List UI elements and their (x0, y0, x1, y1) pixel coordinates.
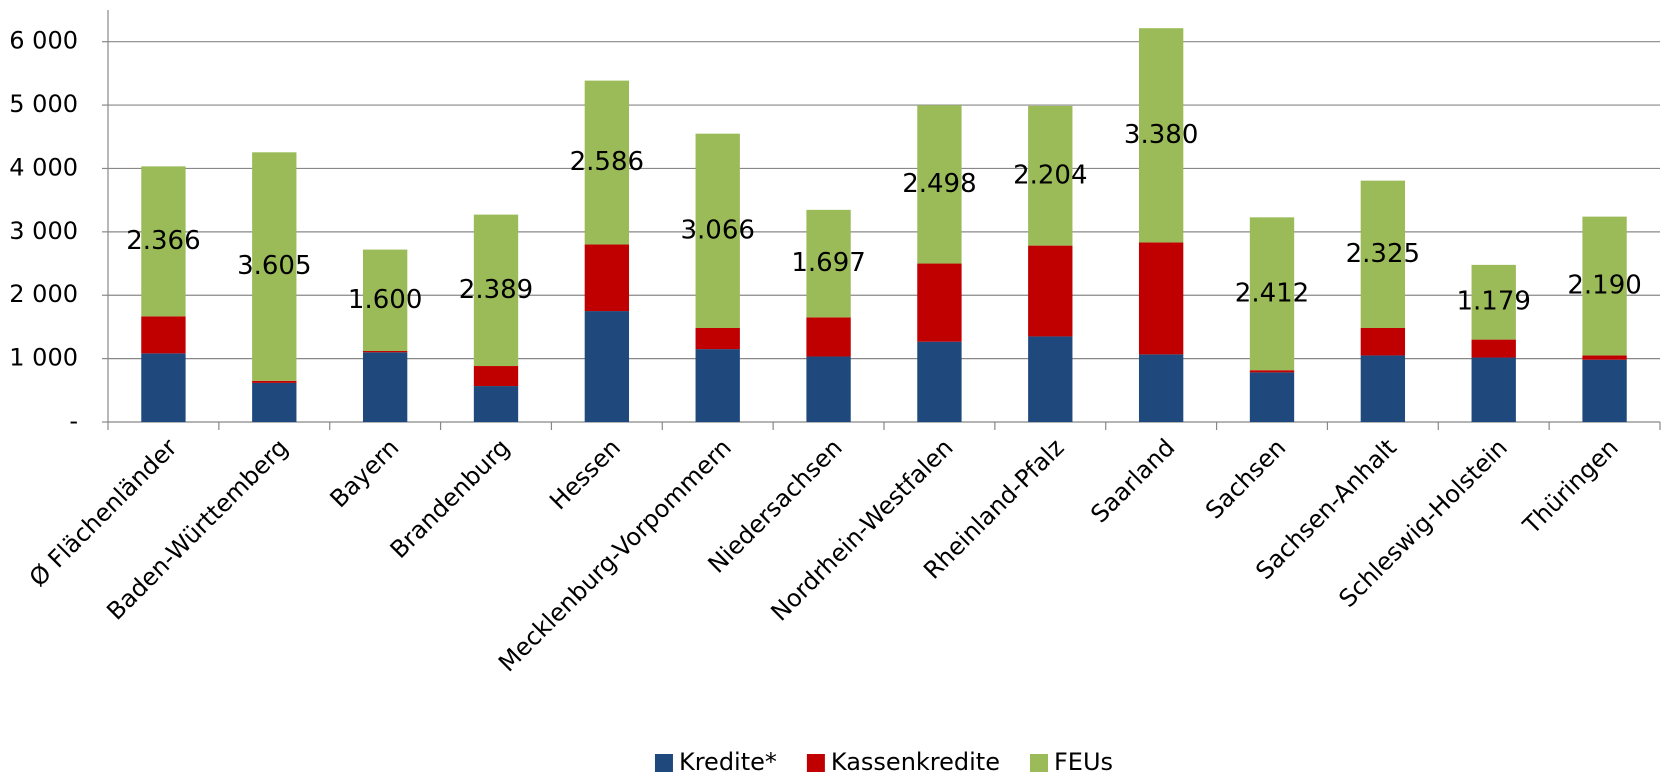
y-tick-label: 6 000 (9, 27, 78, 55)
legend-swatch (806, 754, 825, 772)
bar-segment (806, 356, 851, 422)
x-tick-label: Brandenburg (385, 433, 516, 564)
legend-label: Kassenkredite (831, 748, 1000, 776)
bar-segment (362, 249, 408, 352)
bar-segment (584, 244, 630, 312)
bar-segment (1138, 354, 1184, 422)
y-tick-label: - (69, 407, 78, 435)
bar-segment (1360, 355, 1406, 422)
legend: Kredite* Kassenkredite FEUs (654, 748, 1113, 776)
bar-segment (252, 382, 297, 422)
data-label: 2.389 (459, 275, 533, 305)
bar-segment (1249, 372, 1295, 422)
bar-segment (1471, 357, 1516, 422)
x-tick-label: Baden-Württemberg (101, 433, 293, 625)
bar-segment (1249, 217, 1295, 371)
legend-label: FEUs (1054, 748, 1113, 776)
bar-segment (1582, 359, 1627, 422)
bar-segment (1582, 216, 1627, 356)
bar-segment (695, 328, 740, 350)
data-label: 2.325 (1346, 239, 1420, 269)
legend-swatch (654, 754, 673, 772)
x-tick-label: Bayern (325, 433, 405, 513)
data-label: 2.498 (902, 169, 976, 199)
data-label: 3.380 (1124, 120, 1198, 150)
y-tick-label: 4 000 (9, 153, 78, 181)
bar-segment (473, 214, 519, 367)
data-label: 2.586 (570, 147, 644, 177)
bar-segment (1028, 336, 1073, 422)
data-label: 3.066 (680, 215, 754, 245)
bar-segment (1138, 242, 1184, 355)
bar-segment (141, 353, 186, 422)
data-label: 1.697 (791, 248, 865, 278)
bar-segment (806, 209, 851, 318)
data-label: 2.412 (1235, 278, 1309, 308)
bar-segment (1360, 180, 1406, 329)
bar-segment (362, 351, 408, 353)
y-tick-label: 1 000 (9, 344, 78, 372)
data-label: 2.190 (1567, 271, 1641, 301)
bar-segment (473, 386, 519, 422)
bar-segment (141, 166, 186, 317)
bar-segment (1360, 328, 1406, 356)
data-label: 2.204 (1013, 160, 1087, 190)
bar-segment (1582, 355, 1627, 360)
bar-segment (584, 311, 630, 422)
bar-segment (1138, 28, 1184, 243)
bar-segment (362, 352, 408, 422)
bar-segment (917, 105, 962, 264)
bar-segment (917, 263, 962, 342)
bar-segment (473, 366, 519, 387)
bar-segment (141, 316, 186, 354)
data-label: 1.600 (348, 285, 422, 315)
data-label: 2.366 (126, 226, 200, 256)
legend-swatch (1029, 754, 1048, 772)
bar-segment (1471, 339, 1516, 358)
bar-segment (695, 349, 740, 422)
data-label: 3.605 (237, 251, 311, 281)
bar-segment (584, 80, 630, 245)
bar-segment (1249, 370, 1295, 373)
x-tick-label: Mecklenburg-Vorpommern (493, 433, 737, 677)
bar-segment (1028, 245, 1073, 337)
bar-segment (695, 133, 740, 329)
bar-segment (917, 341, 962, 422)
bar-segment (806, 317, 851, 357)
y-tick-label: 5 000 (9, 90, 78, 118)
bar-segment (252, 380, 297, 383)
y-tick-label: 3 000 (9, 217, 78, 245)
x-tick-label: Hessen (544, 433, 626, 515)
bar-segment (1471, 264, 1516, 340)
legend-label: Kredite* (679, 748, 777, 776)
y-tick-label: 2 000 (9, 280, 78, 308)
x-tick-label: Sachsen (1200, 433, 1291, 524)
x-tick-label: Nordrhein-Westfalen (766, 433, 959, 626)
data-label: 1.179 (1456, 287, 1530, 317)
x-tick-label: Saarland (1085, 433, 1180, 528)
bar-segment (252, 152, 297, 381)
bar-segment (1028, 105, 1073, 246)
x-tick-label: Thüringen (1517, 433, 1624, 540)
